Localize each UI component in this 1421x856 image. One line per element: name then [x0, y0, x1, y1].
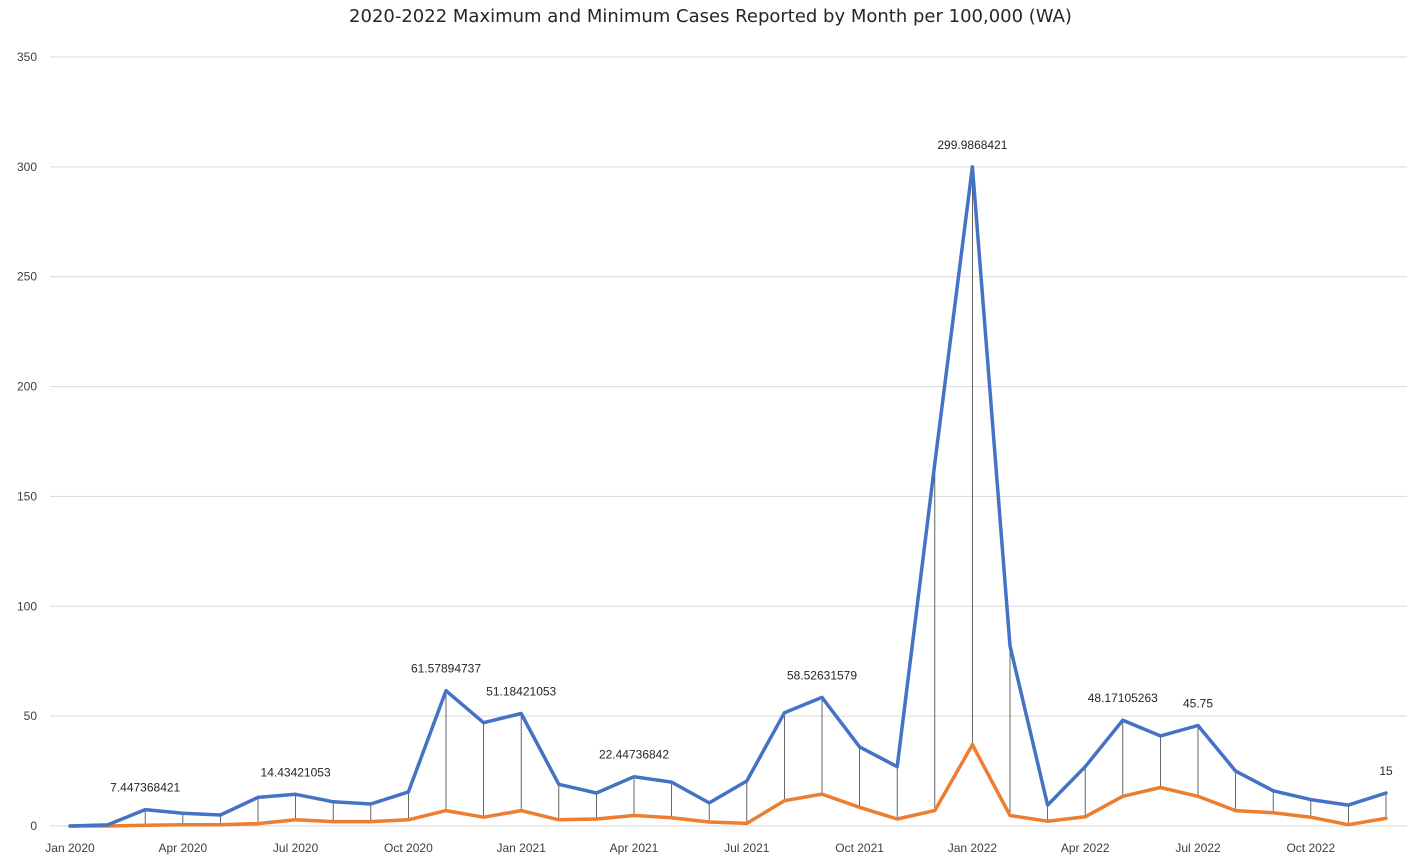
x-tick-label: Oct 2021	[835, 841, 884, 855]
x-tick-label: Apr 2020	[158, 841, 207, 855]
y-tick-label: 100	[17, 599, 37, 613]
x-axis-tick-labels: Jan 2020 Apr 2020 Jul 2020 Oct 2020 Jan 2021…	[45, 841, 1335, 855]
y-tick-label: 200	[17, 380, 37, 394]
chart-title: 2020-2022 Maximum and Minimum Cases Repo…	[349, 6, 1072, 27]
x-tick-label: Jul 2021	[724, 841, 770, 855]
data-label: 22.44736842	[599, 748, 669, 762]
data-label: 58.52631579	[787, 668, 857, 682]
y-tick-label: 300	[17, 160, 37, 174]
data-label: 14.43421053	[261, 765, 331, 779]
y-tick-label: 350	[17, 50, 37, 64]
x-tick-label: Oct 2020	[384, 841, 433, 855]
x-tick-label: Jan 2022	[948, 841, 998, 855]
data-label: 61.57894737	[411, 662, 481, 676]
x-tick-label: Jan 2021	[497, 841, 547, 855]
x-tick-label: Apr 2021	[610, 841, 659, 855]
series-line-min	[68, 742, 1388, 828]
data-label: 7.447368421	[110, 781, 180, 795]
x-tick-label: Oct 2022	[1286, 841, 1335, 855]
x-tick-label: Apr 2022	[1061, 841, 1110, 855]
data-label: 45.75	[1183, 696, 1213, 710]
high-low-lines	[107, 166, 1387, 826]
y-tick-label: 150	[17, 489, 37, 503]
y-axis-tick-labels: 0 50 100 150 200 250 300 350	[17, 50, 37, 833]
y-tick-label: 250	[17, 270, 37, 284]
series-lines	[68, 165, 1388, 828]
data-label: 48.17105263	[1088, 691, 1158, 705]
data-label: 299.9868421	[937, 138, 1007, 152]
series-line-max	[68, 165, 1388, 828]
gridlines	[50, 56, 1407, 827]
y-tick-label: 50	[24, 709, 38, 723]
y-tick-label: 0	[30, 819, 37, 833]
x-tick-label: Jan 2020	[45, 841, 95, 855]
data-labels: 7.447368421 14.43421053 61.57894737 51.1842…	[110, 138, 1393, 795]
x-tick-label: Jul 2020	[273, 841, 319, 855]
x-tick-label: Jul 2022	[1175, 841, 1221, 855]
data-label: 51.18421053	[486, 685, 556, 699]
data-label: 15	[1379, 764, 1393, 778]
